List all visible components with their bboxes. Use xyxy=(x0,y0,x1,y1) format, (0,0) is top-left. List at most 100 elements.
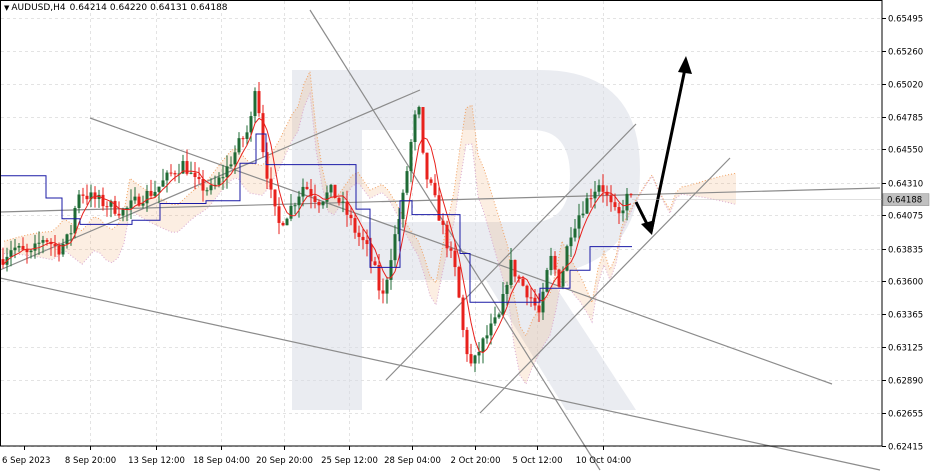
candle-body xyxy=(257,91,261,114)
open-value: 0.64214 xyxy=(69,3,107,13)
candle-body xyxy=(449,248,453,251)
candle xyxy=(577,203,581,239)
candle xyxy=(21,237,25,251)
candle-body xyxy=(481,338,485,352)
candle-body xyxy=(501,293,505,315)
candle xyxy=(381,278,385,304)
candle-body xyxy=(177,173,181,175)
candle xyxy=(413,110,417,151)
candle xyxy=(629,193,633,198)
candle xyxy=(261,104,265,158)
candle xyxy=(217,172,221,188)
candle-body xyxy=(397,219,401,235)
candle-body xyxy=(89,192,93,200)
candle-body xyxy=(337,198,341,203)
candle xyxy=(1,247,5,269)
candle-body xyxy=(525,285,529,298)
candle xyxy=(401,189,405,228)
candle-body xyxy=(217,177,221,185)
candle xyxy=(233,145,237,175)
candle xyxy=(157,186,161,204)
candle xyxy=(449,241,453,259)
candle xyxy=(81,187,85,204)
candle-body xyxy=(425,152,429,180)
watermark-logo xyxy=(292,70,640,410)
candle xyxy=(293,202,297,215)
candle xyxy=(337,196,341,206)
candle xyxy=(589,188,593,208)
y-tick-label: 0.63835 xyxy=(888,246,923,256)
candle xyxy=(317,199,321,213)
x-tick-label: 25 Sep 12:00 xyxy=(321,456,378,466)
indicator-lines xyxy=(1,117,632,354)
candle-body xyxy=(9,250,13,257)
x-tick-label: 28 Sep 04:00 xyxy=(384,456,441,466)
candle-body xyxy=(601,185,605,192)
candle xyxy=(61,238,65,257)
x-tick-label: 6 Sep 2023 xyxy=(2,456,50,466)
candle xyxy=(489,313,493,345)
candle-body xyxy=(41,240,45,243)
candle-body xyxy=(101,194,105,207)
candle-body xyxy=(381,290,385,294)
candle-body xyxy=(413,114,417,143)
candles xyxy=(1,82,633,373)
candle-body xyxy=(541,291,545,313)
candle-body xyxy=(249,116,253,133)
candle-body xyxy=(225,166,229,178)
candle xyxy=(497,312,501,319)
descending-line-a xyxy=(309,9,601,471)
candle xyxy=(625,188,629,221)
candle-body xyxy=(269,178,273,190)
candle xyxy=(513,259,517,283)
candle xyxy=(621,199,625,222)
candle xyxy=(421,107,425,155)
candle xyxy=(361,229,365,250)
y-tick-label: 0.64310 xyxy=(888,180,923,190)
candle-body xyxy=(437,195,441,221)
x-tick-label: 18 Sep 04:00 xyxy=(193,456,250,466)
x-tick-label: 8 Sep 20:00 xyxy=(65,456,116,466)
candle-body xyxy=(1,259,5,265)
candle xyxy=(433,174,437,198)
candle xyxy=(565,244,569,272)
candle xyxy=(585,192,589,215)
candle-body xyxy=(537,305,541,313)
candle xyxy=(605,185,609,207)
y-tick-label: 0.64785 xyxy=(888,114,923,124)
candle-body xyxy=(113,200,117,214)
y-tick-label: 0.62890 xyxy=(888,377,923,387)
forecast-arrows xyxy=(634,56,692,235)
close-value: 0.64188 xyxy=(190,3,228,13)
candle xyxy=(213,175,217,190)
candle-body xyxy=(169,172,173,174)
candle xyxy=(169,164,173,177)
plot-border xyxy=(0,0,883,447)
y-tick-label: 0.65020 xyxy=(888,81,923,91)
candle-body xyxy=(285,218,289,226)
candle xyxy=(189,161,193,175)
candle xyxy=(429,177,433,186)
candle-body xyxy=(141,203,145,206)
candle-body xyxy=(441,220,445,225)
senkou-span-b xyxy=(3,91,737,386)
candle-body xyxy=(309,189,313,197)
candle-body xyxy=(409,142,413,172)
ascending-channel-lower xyxy=(479,157,731,414)
tenkan-line xyxy=(2,117,632,354)
y-tick-label: 0.63600 xyxy=(888,278,923,288)
candle-body xyxy=(353,218,357,233)
candle-body xyxy=(245,132,249,139)
candle xyxy=(85,184,89,205)
candle xyxy=(49,238,53,256)
candle xyxy=(373,256,377,266)
candle-body xyxy=(417,107,421,115)
candle-body xyxy=(377,265,381,291)
candle xyxy=(345,190,349,227)
candle xyxy=(29,249,33,259)
candle-body xyxy=(561,270,565,287)
collapse-triangle-icon[interactable]: ▼ xyxy=(4,4,10,12)
candle-body xyxy=(617,207,621,214)
candle xyxy=(393,225,397,267)
